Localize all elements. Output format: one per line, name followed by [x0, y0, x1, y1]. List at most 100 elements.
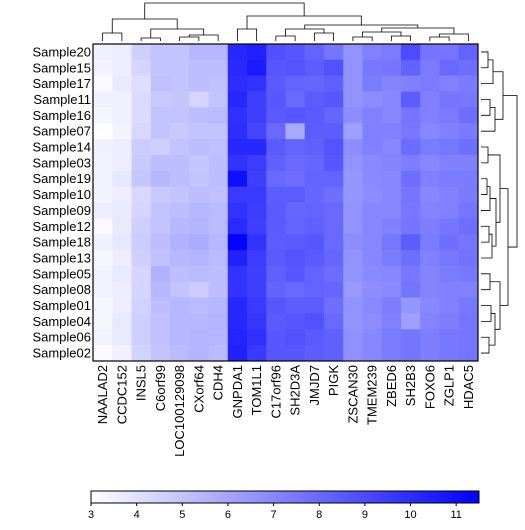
heatmap-cell — [420, 107, 440, 124]
dendrogram-branch — [500, 188, 509, 306]
heatmap-cell — [208, 265, 229, 283]
heatmap-cell — [343, 265, 363, 283]
heatmap-cell — [208, 107, 229, 124]
column-label: ZSCAN30 — [345, 365, 360, 424]
heatmap-cell — [420, 329, 440, 346]
heatmap-cell — [362, 139, 383, 156]
heatmap-cell — [247, 107, 267, 124]
heatmap-cell — [112, 234, 132, 251]
heatmap-cell — [420, 313, 440, 330]
heatmap-cell — [362, 202, 383, 219]
heatmap-cell — [93, 170, 113, 188]
heatmap-cell — [285, 91, 306, 108]
heatmap-cell — [150, 91, 171, 108]
heatmap-cell — [93, 313, 113, 330]
heatmap-cell — [381, 265, 402, 283]
column-label: INSL5 — [134, 365, 149, 401]
column-label: TOM1L1 — [249, 365, 264, 415]
heatmap-cell — [362, 170, 383, 188]
heatmap-cell — [304, 44, 325, 61]
column-label: CCDC152 — [114, 365, 129, 424]
heatmap-cell — [439, 123, 460, 140]
heatmap-cell — [420, 250, 440, 267]
heatmap-cell — [112, 154, 132, 172]
row-label: Sample19 — [32, 171, 91, 186]
heatmap-cell — [112, 265, 132, 283]
heatmap-cell — [112, 186, 132, 203]
heatmap-cell — [458, 297, 479, 314]
heatmap-cell — [266, 107, 286, 124]
heatmap-cell — [150, 186, 171, 203]
heatmap-cell — [381, 170, 402, 188]
heatmap-cell — [227, 44, 248, 61]
heatmap-cell — [227, 107, 248, 124]
heatmap-cell — [247, 281, 267, 298]
heatmap-cell — [420, 345, 440, 362]
heatmap-cell — [285, 186, 306, 203]
heatmap-cell — [208, 313, 229, 330]
heatmap-cell — [208, 75, 229, 92]
heatmap-cell — [458, 329, 479, 346]
heatmap-cell — [150, 281, 171, 298]
heatmap-cell — [439, 218, 460, 235]
heatmap-cell — [227, 75, 248, 92]
column-label: ZGLP1 — [442, 365, 457, 406]
heatmap-cell — [285, 345, 306, 362]
heatmap-cell — [324, 75, 344, 92]
dendrogram-branch — [236, 28, 258, 41]
heatmap-cell — [362, 107, 383, 124]
heatmap-cell — [324, 218, 344, 235]
heatmap-cell — [227, 170, 248, 188]
legend-tick-label: 3 — [88, 509, 94, 521]
heatmap-cell — [343, 59, 363, 77]
legend-colorbar — [90, 490, 480, 504]
heatmap-cell — [439, 44, 460, 61]
dendrogram-branch — [493, 71, 504, 120]
heatmap-cell — [324, 281, 344, 298]
row-label: Sample12 — [32, 219, 91, 234]
heatmap-cell — [170, 345, 190, 362]
heatmap-cell — [381, 154, 402, 172]
heatmap-cell — [420, 281, 440, 298]
heatmap-cell — [247, 297, 267, 314]
heatmap-cell — [266, 91, 286, 108]
row-label: Sample06 — [32, 330, 91, 345]
heatmap-cell — [227, 218, 248, 235]
dendrogram-branch — [111, 18, 178, 33]
heatmap-cell — [458, 186, 479, 203]
heatmap-cell — [208, 186, 229, 203]
heatmap-cell — [189, 234, 209, 251]
heatmap-cell — [362, 154, 383, 172]
heatmap-cell — [285, 234, 306, 251]
heatmap-cell — [324, 59, 344, 77]
heatmap-cell — [189, 250, 209, 267]
heatmap-cell — [458, 202, 479, 219]
legend-tick-label: 11 — [450, 509, 461, 521]
heatmap-cell — [401, 250, 421, 267]
heatmap-cell — [208, 297, 229, 314]
heatmap-cell — [150, 154, 171, 172]
legend-tick-label: 8 — [316, 509, 322, 521]
row-label: Sample09 — [32, 203, 91, 218]
column-label: ZBED6 — [384, 365, 399, 407]
heatmap-cell — [208, 250, 229, 267]
heatmap-cell — [247, 265, 267, 283]
heatmap-cell — [150, 170, 171, 188]
heatmap-cell — [150, 139, 171, 156]
heatmap-cell — [170, 75, 190, 92]
heatmap-cell — [150, 44, 171, 61]
heatmap-cell — [93, 75, 113, 92]
heatmap-cell — [247, 44, 267, 61]
column-labels: NAALAD2 CCDC152 INSL5 C6orf99 LOC100129098 CX… — [95, 365, 476, 457]
heatmap-cell — [362, 44, 383, 61]
heatmap-cell — [285, 218, 306, 235]
heatmap-cell — [343, 234, 363, 251]
heatmap-cell — [266, 44, 286, 61]
heatmap-cell — [189, 44, 209, 61]
heatmap-cell — [247, 234, 267, 251]
dendrogram-branch — [140, 37, 161, 41]
heatmap-cell — [112, 313, 132, 330]
heatmap-cell — [247, 313, 267, 330]
heatmap-cell — [131, 329, 152, 346]
